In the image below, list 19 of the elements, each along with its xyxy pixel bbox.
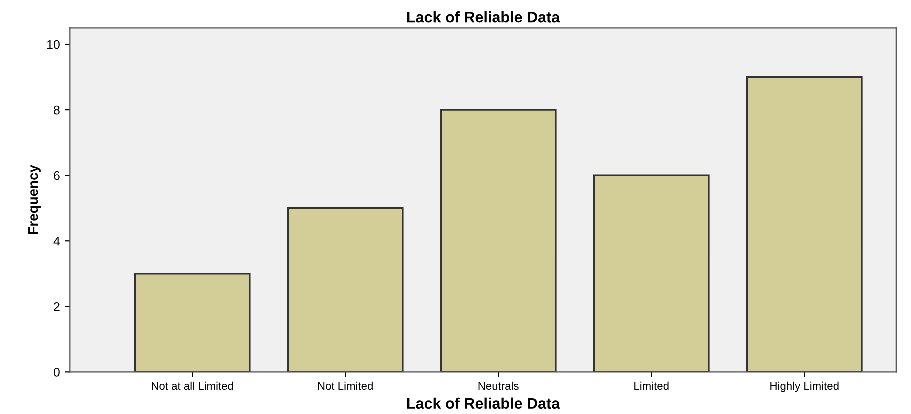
- y-tick-label: 6: [54, 171, 60, 180]
- y-tick-label: 10: [47, 40, 60, 50]
- x-tick-label: Not Limited: [318, 382, 373, 390]
- x-axis-title: Lack of Reliable Data: [407, 398, 560, 410]
- y-tick-label: 8: [54, 106, 60, 115]
- bar: [593, 174, 710, 372]
- y-axis-title: Frequency: [28, 165, 41, 234]
- y-tick-label: 0: [54, 368, 60, 377]
- y-tick-label: 4: [54, 237, 60, 246]
- y-tick-label: 2: [54, 302, 60, 312]
- x-tick-label: Neutrals: [478, 382, 519, 390]
- x-tick-label: Not at all Limited: [152, 382, 234, 390]
- bar: [287, 208, 404, 372]
- bar: [440, 109, 557, 372]
- x-tick-label: Limited: [634, 382, 669, 390]
- bar: [746, 76, 863, 372]
- x-tick-label: Highly Limited: [770, 382, 839, 392]
- chart-title: Lack of Reliable Data: [407, 12, 560, 23]
- bar: [134, 273, 251, 372]
